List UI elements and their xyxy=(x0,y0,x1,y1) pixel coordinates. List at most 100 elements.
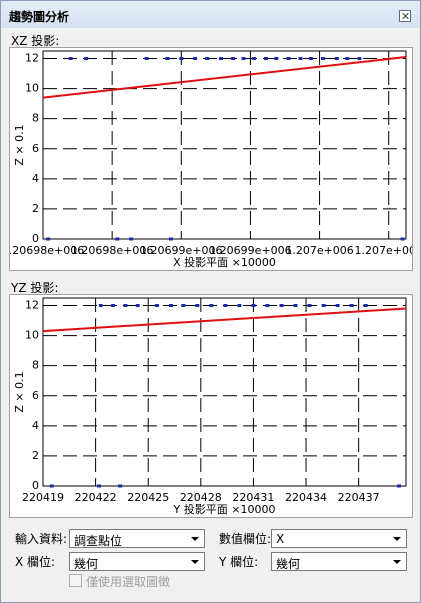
window-title: 趨勢圖分析 xyxy=(9,10,70,24)
y-tick-label: 8 xyxy=(32,359,39,372)
data-point xyxy=(129,237,134,241)
x-tick-label: 220428 xyxy=(180,491,222,504)
y-tick-label: 8 xyxy=(32,112,39,125)
data-point xyxy=(335,304,340,308)
x-tick-label: 1.20698e+006 xyxy=(71,244,153,257)
y-tick-label: 12 xyxy=(25,52,39,65)
y-tick-label: 0 xyxy=(32,479,39,492)
y-tick-label: 4 xyxy=(32,419,39,432)
title-bar: 趨勢圖分析 xyxy=(1,1,420,28)
data-point xyxy=(265,304,270,308)
x-tick-label: 1.20699e+006 xyxy=(209,244,291,257)
section-label: YZ 投影: xyxy=(11,281,59,295)
plot-frame xyxy=(42,50,407,240)
data-point xyxy=(263,57,268,61)
data-point xyxy=(135,304,140,308)
y-field-select[interactable]: 幾何 xyxy=(271,552,407,571)
data-point xyxy=(237,304,242,308)
data-point xyxy=(111,304,116,308)
x-tick-label: 1.207e+006 xyxy=(354,244,412,257)
x-tick-label: 1.20699e+006 xyxy=(140,244,222,257)
x-axis-label: X 投影平面 ×10000 xyxy=(173,255,276,269)
y-tick-label: 2 xyxy=(32,449,39,462)
data-point xyxy=(209,304,214,308)
input-select[interactable]: 調查點位 xyxy=(69,529,205,548)
chart: 0246810121.20698e+0061.20698e+0061.20699… xyxy=(2,50,420,269)
x-field-label: X 欄位: xyxy=(15,555,56,569)
data-point xyxy=(357,57,362,61)
data-point xyxy=(97,484,102,488)
close-button[interactable] xyxy=(399,10,411,22)
data-point xyxy=(193,57,198,61)
data-point xyxy=(154,304,159,308)
data-point xyxy=(68,57,73,61)
data-point xyxy=(98,304,103,308)
data-point xyxy=(123,304,128,308)
data-point xyxy=(321,304,326,308)
checkbox[interactable] xyxy=(69,574,82,587)
data-point xyxy=(144,57,149,61)
data-point xyxy=(181,304,186,308)
data-point xyxy=(179,57,184,61)
x-tick-label: 220431 xyxy=(232,491,274,504)
data-point xyxy=(165,57,170,61)
data-point xyxy=(345,57,350,61)
data-point xyxy=(205,57,210,61)
trend-line xyxy=(42,307,407,333)
data-point xyxy=(307,304,312,308)
chart: 0 2 4 6 8 10 12 220419 220422 220425 220428 220431 2… xyxy=(13,297,407,516)
data-point xyxy=(400,237,405,241)
y-tick-label: 10 xyxy=(25,329,39,342)
checkbox-label: 僅使用選取圖徵 xyxy=(86,575,171,589)
data-point xyxy=(349,304,354,308)
data-point xyxy=(308,57,313,61)
input-label: 輸入資料: xyxy=(15,532,68,546)
y-tick-label: 0 xyxy=(32,232,39,245)
data-point xyxy=(251,57,256,61)
y-tick-label: 4 xyxy=(32,172,39,185)
x-tick-label: 1.20698e+006 xyxy=(10,244,84,257)
data-point xyxy=(251,304,256,308)
y-field-label: Y 欄位: xyxy=(219,555,259,569)
x-tick-label: 1.207e+006 xyxy=(285,244,353,257)
y-tick-label: 10 xyxy=(25,82,39,95)
plot-frame xyxy=(42,297,407,487)
data-point xyxy=(223,304,228,308)
value-field-label: 數值欄位: xyxy=(219,532,272,546)
x-tick-label: 220434 xyxy=(285,491,327,504)
data-point xyxy=(321,57,326,61)
y-tick-label: 12 xyxy=(25,299,39,312)
x-axis-label: Y 投影平面 ×10000 xyxy=(173,502,276,516)
data-point xyxy=(168,237,173,241)
y-tick-label: 6 xyxy=(32,389,39,402)
chart-panel: 0 2 4 6 8 10 12 1.20698e+006 1.20698e+006 1.20699… xyxy=(2,47,420,271)
data-point xyxy=(334,57,339,61)
data-point xyxy=(169,304,174,308)
value-field-select[interactable]: X xyxy=(271,529,407,548)
data-point xyxy=(115,237,120,241)
x-tick-label: 220419 xyxy=(22,491,64,504)
data-point xyxy=(118,484,123,488)
data-point xyxy=(84,57,89,61)
data-point xyxy=(49,484,54,488)
data-point xyxy=(219,57,224,61)
chart-panel: 0 2 4 6 8 10 12 220419 220422 220425 220428 220431 2… xyxy=(9,294,413,518)
data-point xyxy=(195,304,200,308)
x-field-select[interactable]: 幾何 xyxy=(69,552,205,571)
data-point xyxy=(241,57,246,61)
data-point xyxy=(286,57,291,61)
x-tick-label: 220425 xyxy=(127,491,169,504)
y-axis-label: Z × 0.1 xyxy=(13,124,26,165)
y-axis-label: Z × 0.1 xyxy=(13,371,26,412)
x-tick-label: 220437 xyxy=(338,491,380,504)
section-label: XZ 投影: xyxy=(11,34,60,48)
data-point xyxy=(396,484,401,488)
trend-line xyxy=(42,56,407,99)
y-tick-label: 2 xyxy=(32,202,39,215)
data-point xyxy=(231,57,236,61)
data-point xyxy=(363,304,368,308)
data-point xyxy=(274,57,279,61)
data-point xyxy=(293,304,298,308)
data-point xyxy=(298,57,303,61)
